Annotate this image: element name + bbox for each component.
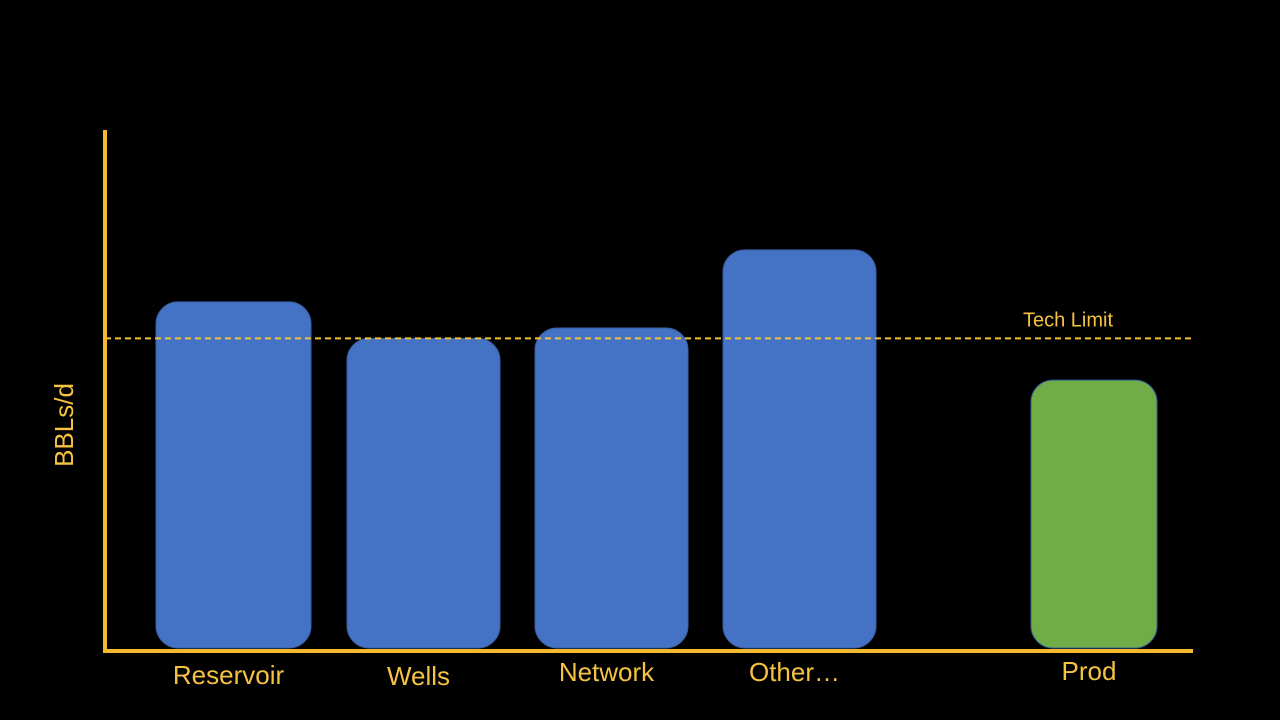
bar — [346, 337, 501, 649]
bar — [722, 249, 877, 649]
bar — [534, 327, 689, 649]
x-tick-label: Reservoir — [173, 660, 285, 690]
x-tick-label: Network — [559, 657, 655, 687]
bar — [1030, 379, 1158, 649]
x-tick-label: Wells — [387, 661, 450, 691]
bar — [155, 301, 312, 649]
x-tick-label: Prod — [1062, 656, 1117, 686]
y-axis-label: BBLs/d — [49, 383, 79, 467]
x-tick-label: Other… — [749, 657, 840, 687]
reference-label: Tech Limit — [1023, 310, 1113, 332]
